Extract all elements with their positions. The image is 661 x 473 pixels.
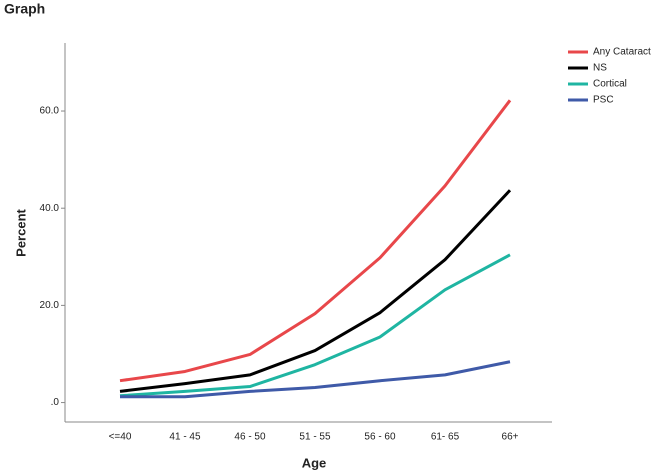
- series-line: [119, 189, 512, 393]
- x-tick-label: 56 - 60: [364, 432, 396, 443]
- legend-label: NS: [593, 63, 607, 74]
- x-tick-label: 51 - 55: [299, 432, 331, 443]
- x-axis-title: Age: [302, 455, 327, 470]
- x-tick-label: <=40: [109, 432, 132, 443]
- x-tick-label: 61- 65: [431, 432, 460, 443]
- legend-label: PSC: [593, 95, 614, 106]
- y-axis-title: Percent: [13, 208, 28, 256]
- y-tick-label: 20.0: [40, 300, 60, 311]
- legend-label: Any Cataract: [593, 47, 651, 58]
- y-tick-label: 40.0: [40, 203, 60, 214]
- x-tick-label: 46 - 50: [234, 432, 266, 443]
- x-tick-label: 41 - 45: [169, 432, 201, 443]
- series-line: [119, 253, 511, 398]
- series-line: [120, 360, 511, 399]
- series-line: [119, 99, 512, 383]
- y-tick-label: 60.0: [40, 106, 60, 117]
- legend-label: Cortical: [593, 79, 627, 90]
- x-tick-label: 66+: [502, 432, 519, 443]
- y-tick-label: .0: [51, 397, 60, 408]
- chart-title: Graph: [4, 1, 45, 17]
